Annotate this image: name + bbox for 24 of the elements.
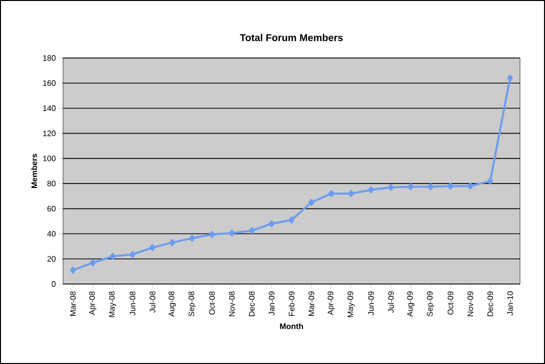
point: [428, 183, 434, 190]
point: [268, 220, 275, 228]
point: [90, 259, 96, 266]
point: [70, 266, 76, 274]
point: [189, 234, 196, 242]
point: [130, 250, 136, 258]
point: [150, 244, 156, 252]
point: [487, 178, 494, 185]
point: [467, 182, 474, 190]
point: [110, 252, 116, 260]
point: [308, 198, 314, 206]
point: [408, 183, 414, 190]
point: [209, 230, 215, 238]
point: [388, 184, 394, 191]
point: [507, 74, 513, 82]
point: [448, 182, 454, 190]
point: [368, 186, 374, 194]
point: [169, 239, 176, 246]
point: [229, 230, 235, 237]
point: [348, 190, 354, 198]
point: [288, 216, 294, 224]
point: [248, 227, 255, 234]
point: [328, 190, 334, 198]
chart-title: Total Forum Members: [240, 34, 343, 42]
